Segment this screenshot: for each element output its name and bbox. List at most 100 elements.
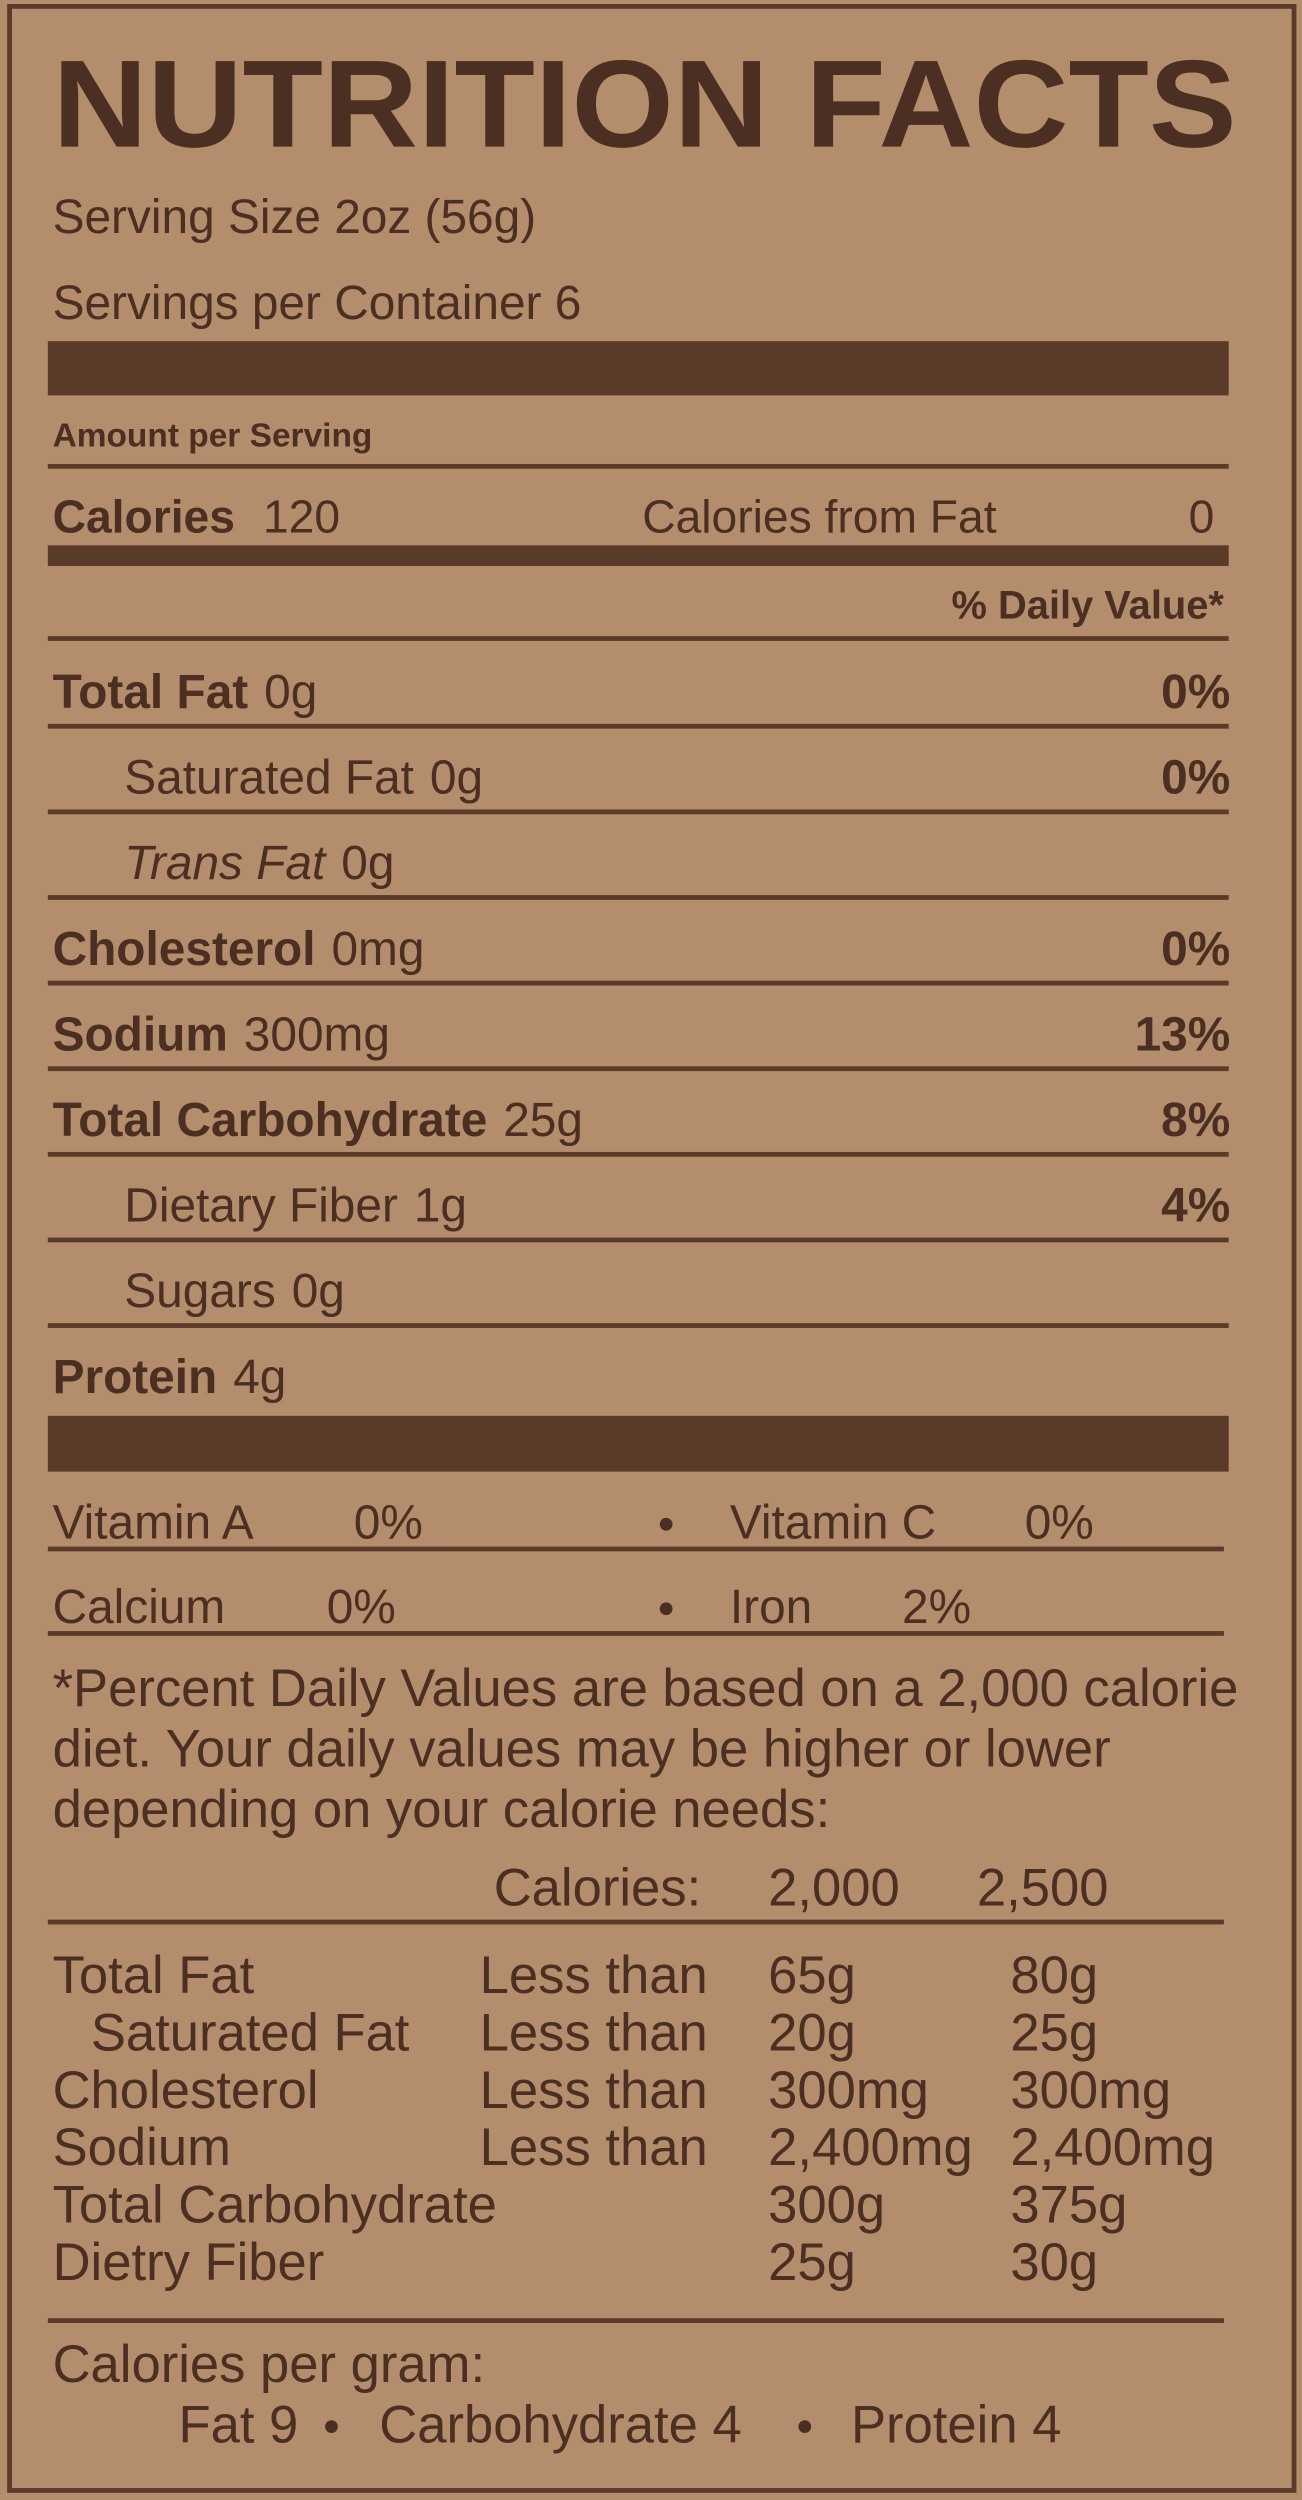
nutrient-amount: 0g — [430, 752, 483, 805]
vitamin-name: Iron — [730, 1581, 812, 1634]
bullet — [659, 1602, 673, 1616]
footnote-line: *Percent Daily Values are based on a 2,0… — [53, 1659, 1239, 1718]
nutrient-name: Protein — [53, 1351, 218, 1404]
reference-qualifier: Less than — [480, 2061, 708, 2120]
footnote-line: diet. Your daily values may be higher or… — [53, 1720, 1111, 1779]
vitamin-name: Vitamin A — [53, 1497, 254, 1550]
nutrient-dv: 0% — [1161, 923, 1230, 976]
reference-high: 30g — [1010, 2233, 1098, 2292]
vitamin-value: 0% — [327, 1581, 396, 1634]
nutrient-amount: 4g — [233, 1351, 286, 1404]
rule — [47, 1237, 1229, 1243]
calories-from-fat-label: Calories from Fat — [642, 491, 997, 543]
reference-low: 300mg — [768, 2061, 929, 2120]
reference-nutrient: Total Fat — [53, 1946, 255, 2005]
thick-bar — [47, 341, 1229, 396]
bullet — [659, 1517, 673, 1531]
nutrient-name: Cholesterol — [53, 923, 316, 976]
nutrient-row: Trans Fat 0g — [124, 837, 394, 890]
reference-nutrient: Cholesterol — [53, 2061, 319, 2120]
vitamin-name: Vitamin C — [730, 1497, 936, 1550]
nutrient-dv: 0% — [1161, 666, 1230, 719]
reference-high: 300mg — [1010, 2061, 1171, 2120]
footnote-line: depending on your calorie needs: — [53, 1780, 831, 1839]
rule — [47, 636, 1229, 641]
vitamin-value: 0% — [354, 1497, 423, 1550]
bullet — [325, 2420, 338, 2434]
reference-low: 25g — [768, 2233, 856, 2292]
vitamin-name: Calcium — [53, 1581, 226, 1634]
calories-per-gram-label: Calories per gram: — [53, 2335, 485, 2394]
reference-low: 2,400mg — [768, 2118, 973, 2177]
serving-size: Serving Size 2oz (56g) — [53, 191, 537, 244]
nutrient-row: Saturated Fat 0g — [124, 752, 483, 805]
rule — [47, 1631, 1224, 1636]
nutrient-amount: 0g — [341, 837, 394, 890]
reference-nutrient: Total Carbohydrate — [53, 2176, 497, 2235]
calories-per-gram-item: Carbohydrate 4 — [379, 2396, 741, 2455]
rule — [47, 1066, 1229, 1072]
reference-high: 2,400mg — [1010, 2118, 1215, 2177]
rule — [47, 895, 1229, 900]
nutrient-dv: 4% — [1161, 1180, 1230, 1233]
reference-header: 2,500 — [977, 1858, 1109, 1917]
rule — [47, 723, 1229, 729]
nutrient-row: Total Fat 0g — [53, 666, 318, 719]
rule — [47, 1919, 1224, 1925]
daily-value-header: % Daily Value* — [952, 584, 1225, 628]
nutrient-name: Dietary Fiber — [124, 1180, 398, 1233]
amount-per-serving: Amount per Serving — [53, 417, 373, 454]
nutrient-dv: 8% — [1161, 1094, 1230, 1147]
nutrient-name: Trans Fat — [124, 837, 327, 890]
nutrient-amount: 25g — [503, 1094, 583, 1147]
rule — [47, 463, 1229, 469]
nutrient-amount: 0mg — [331, 923, 424, 976]
nutrient-row: Sugars 0g — [124, 1265, 345, 1318]
vitamin-value: 0% — [1025, 1497, 1094, 1550]
calories-per-gram-item: Fat 9 — [178, 2396, 298, 2455]
nutrient-dv: 0% — [1161, 752, 1230, 805]
nutrient-amount: 300mg — [244, 1008, 390, 1061]
nutrient-dv: 13% — [1135, 1008, 1231, 1061]
rule — [47, 809, 1229, 815]
nutrient-name: Sodium — [53, 1008, 228, 1061]
nutrient-row: Cholesterol 0mg — [53, 923, 425, 976]
reference-high: 80g — [1010, 1946, 1098, 2005]
nutrient-row: Sodium 300mg — [53, 1008, 390, 1061]
reference-header: Calories: — [494, 1858, 701, 1917]
nutrient-row: Dietary Fiber 1g — [124, 1180, 467, 1233]
rule — [47, 1151, 1229, 1157]
vitamin-value: 2% — [902, 1581, 971, 1634]
frame — [7, 3, 1297, 2493]
reference-qualifier: Less than — [480, 2003, 708, 2062]
reference-low: 300g — [768, 2176, 885, 2235]
medium-bar — [47, 545, 1229, 567]
nutrient-row: Total Carbohydrate 25g — [53, 1094, 583, 1147]
rule — [47, 1323, 1229, 1328]
reference-nutrient: Dietry Fiber — [53, 2233, 325, 2292]
reference-nutrient: Saturated Fat — [91, 2003, 410, 2062]
reference-high: 25g — [1010, 2003, 1098, 2062]
nutrient-name: Saturated Fat — [124, 752, 414, 805]
bullet — [798, 2420, 812, 2434]
reference-qualifier: Less than — [480, 1946, 708, 2005]
calories-label: Calories — [53, 491, 235, 543]
reference-high: 375g — [1010, 2176, 1127, 2235]
servings-per-container: Servings per Container 6 — [53, 277, 582, 330]
reference-qualifier: Less than — [480, 2118, 708, 2177]
calories-value: 120 — [263, 491, 340, 543]
reference-header: 2,000 — [768, 1858, 900, 1917]
rule — [47, 1546, 1224, 1552]
nutrient-name: Total Carbohydrate — [53, 1094, 488, 1147]
reference-low: 65g — [768, 1946, 856, 2005]
nutrient-row: Protein 4g — [53, 1351, 287, 1404]
title: NUTRITION FACTS — [53, 35, 1237, 174]
nutrient-name: Total Fat — [53, 666, 249, 719]
rule — [47, 2318, 1224, 2324]
nutrient-amount: 0g — [264, 666, 317, 719]
calories-from-fat-value: 0 — [1189, 491, 1215, 543]
nutrient-amount: 0g — [292, 1265, 345, 1318]
